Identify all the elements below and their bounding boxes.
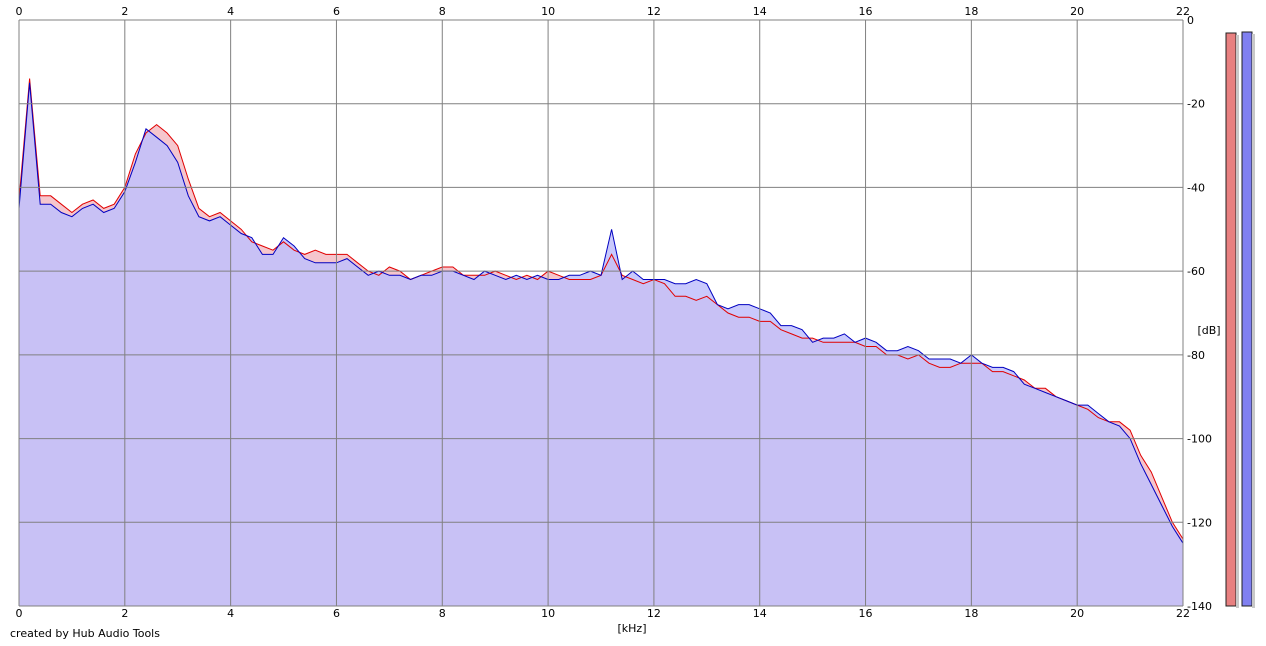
y-tick-label: -140 [1187,600,1212,613]
x-axis-label: [kHz] [618,622,647,635]
x-tick-label-bottom: 2 [121,607,128,620]
y-tick-label: -120 [1187,516,1212,529]
plot-area [18,78,1184,607]
meter-left-shadow [1236,35,1239,608]
x-tick-label-top: 16 [859,5,873,18]
x-tick-label-bottom: 16 [859,607,873,620]
x-tick-label-top: 18 [964,5,978,18]
y-tick-label: -60 [1187,265,1205,278]
x-tick-label-top: 0 [16,5,23,18]
grid-lines [18,19,1184,607]
x-tick-label-top: 12 [647,5,661,18]
x-tick-label-bottom: 10 [541,607,555,620]
x-tick-label-top: 10 [541,5,555,18]
series-right-channel-area [19,82,1183,607]
y-tick-label: 0 [1187,14,1194,27]
series-right-channel-line [18,82,1184,544]
x-tick-label-top: 8 [439,5,446,18]
y-tick-label: -20 [1187,98,1205,111]
x-tick-label-top: 22 [1176,5,1190,18]
x-tick-label-bottom: 14 [753,607,767,620]
x-tick-label-bottom: 22 [1176,607,1190,620]
footer-credit: created by Hub Audio Tools [10,627,160,640]
x-tick-label-top: 6 [333,5,340,18]
x-tick-label-top: 4 [227,5,234,18]
x-tick-label-top: 2 [121,5,128,18]
x-tick-label-top: 20 [1070,5,1084,18]
y-tick-label: -80 [1187,349,1205,362]
meter-right-shadow [1252,34,1255,608]
level-meter-right [1241,31,1253,607]
x-tick-label-top: 14 [753,5,767,18]
y-tick-label: -100 [1187,433,1212,446]
x-tick-label-bottom: 12 [647,607,661,620]
x-tick-label-bottom: 18 [964,607,978,620]
x-tick-label-bottom: 6 [333,607,340,620]
x-tick-label-bottom: 20 [1070,607,1084,620]
y-axis-label: [dB] [1197,324,1220,337]
x-tick-label-bottom: 4 [227,607,234,620]
x-tick-label-bottom: 0 [16,607,23,620]
level-meter-left [1225,32,1237,607]
x-tick-label-bottom: 8 [439,607,446,620]
tick-labels: 002244668810101212141416161818202022220-… [16,5,1212,620]
y-tick-label: -40 [1187,181,1205,194]
